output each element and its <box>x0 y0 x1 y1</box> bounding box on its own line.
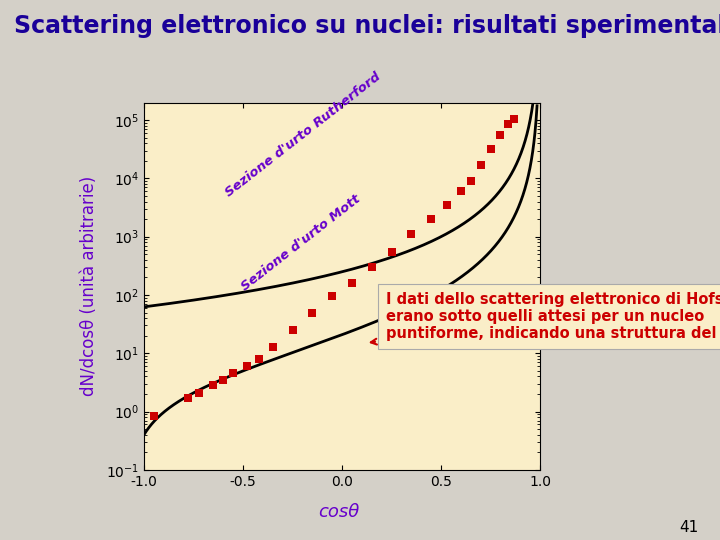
Text: Scattering elettronico su nuclei: risultati sperimentali: Scattering elettronico su nuclei: risult… <box>14 14 720 37</box>
Point <box>181 394 193 402</box>
Y-axis label: dN/dcosθ (unità arbitrarie): dN/dcosθ (unità arbitrarie) <box>80 176 98 396</box>
Point <box>228 369 239 378</box>
Point <box>148 411 160 420</box>
Point <box>426 215 437 224</box>
Point <box>241 362 253 370</box>
Point <box>287 326 298 334</box>
Point <box>465 177 477 185</box>
Point <box>503 120 514 129</box>
Text: 41: 41 <box>679 519 698 535</box>
Point <box>508 114 520 123</box>
Point <box>441 201 453 210</box>
Point <box>194 388 205 397</box>
Point <box>346 279 358 287</box>
Point <box>366 263 377 272</box>
Point <box>253 355 265 363</box>
Point <box>485 145 496 153</box>
Point <box>207 381 219 390</box>
Point <box>455 187 467 195</box>
Point <box>475 161 487 170</box>
Point <box>326 292 338 301</box>
Text: cosθ: cosθ <box>318 503 359 521</box>
Point <box>386 247 397 256</box>
Point <box>405 230 417 239</box>
Text: I dati dello scattering elettronico di Hofstadter
erano sotto quelli attesi per : I dati dello scattering elettronico di H… <box>371 292 720 345</box>
Text: Sezione d'urto Mott: Sezione d'urto Mott <box>239 192 363 293</box>
Point <box>307 308 318 317</box>
Point <box>495 131 506 140</box>
Point <box>217 375 229 384</box>
Text: Sezione d'urto Rutherford: Sezione d'urto Rutherford <box>223 70 384 199</box>
Point <box>267 342 279 351</box>
